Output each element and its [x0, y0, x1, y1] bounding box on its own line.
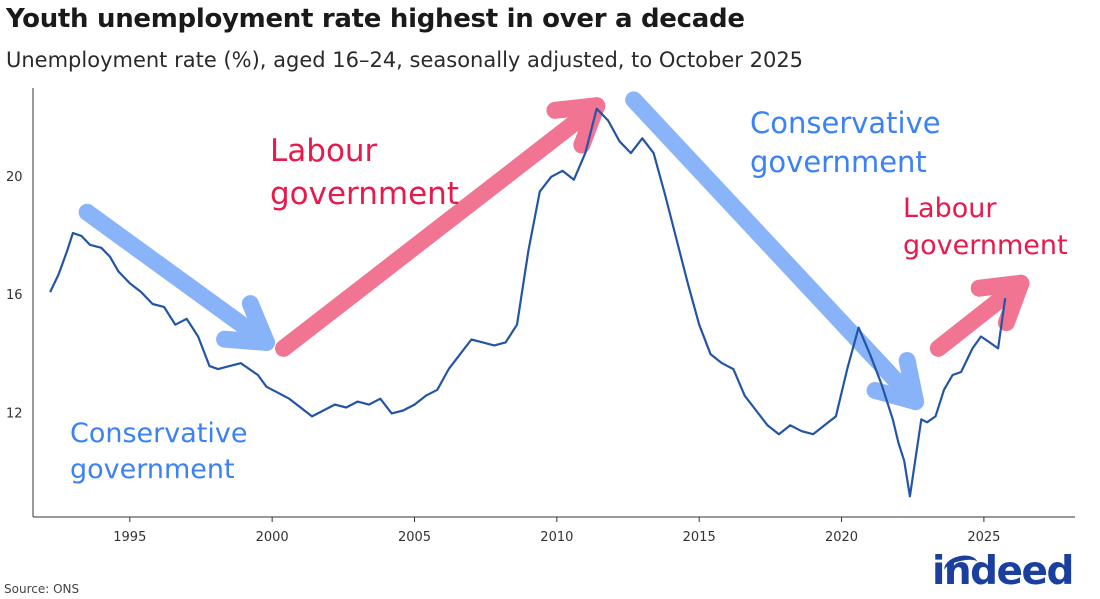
arrow-head-right: [546, 97, 606, 119]
indeed-logo: indeed: [932, 549, 1074, 594]
annotation-labour-line1: Labour: [903, 193, 997, 224]
y-tick-label: 16: [6, 288, 23, 303]
annotation-conservative-line1: Conservative: [750, 106, 941, 140]
chart-title: Youth unemployment rate highest in over …: [6, 4, 745, 34]
arrow-conservative: [78, 203, 275, 351]
annotation-conservative-line2: government: [750, 145, 927, 179]
arrow-shaft: [78, 203, 275, 351]
arrow-shaft: [275, 97, 606, 357]
chart-subtitle: Unemployment rate (%), aged 16–24, seaso…: [6, 48, 804, 72]
y-tick-label: 20: [6, 170, 23, 185]
annotation-labour-line2: government: [270, 176, 459, 212]
arrow-shaft: [929, 274, 1030, 357]
x-tick-label: 2000: [256, 530, 289, 545]
annotation-labour-line1: Labour: [270, 133, 378, 169]
x-tick-label: 2025: [967, 530, 1000, 545]
x-tick-label: 1995: [113, 530, 146, 545]
arrow-head-right: [241, 295, 275, 351]
axis-ticks-layer: 12 16 20 1995 2000 2005 2010 2015 2020 2025: [6, 170, 1000, 545]
arrow-labour: [275, 97, 606, 357]
x-tick-label: 2010: [540, 530, 573, 545]
y-tick-label: 12: [6, 406, 23, 421]
x-tick-label: 2005: [398, 530, 431, 545]
government-labels-layer: Conservative government Labour government Co…: [70, 106, 1068, 485]
arrow-labour: [929, 274, 1030, 357]
arrow-head-right: [898, 351, 925, 411]
chart-axes: [32, 88, 1075, 518]
series-line-youth-unemployment: [49, 107, 1007, 498]
x-tick-label: 2015: [683, 530, 716, 545]
source-note: Source: ONS: [4, 582, 80, 596]
annotation-conservative-line2: government: [70, 454, 235, 485]
x-tick-label: 2020: [825, 530, 858, 545]
annotation-labour-line2: government: [903, 230, 1068, 261]
annotation-conservative-line1: Conservative: [70, 418, 247, 449]
arrow-head-right: [970, 274, 1030, 297]
